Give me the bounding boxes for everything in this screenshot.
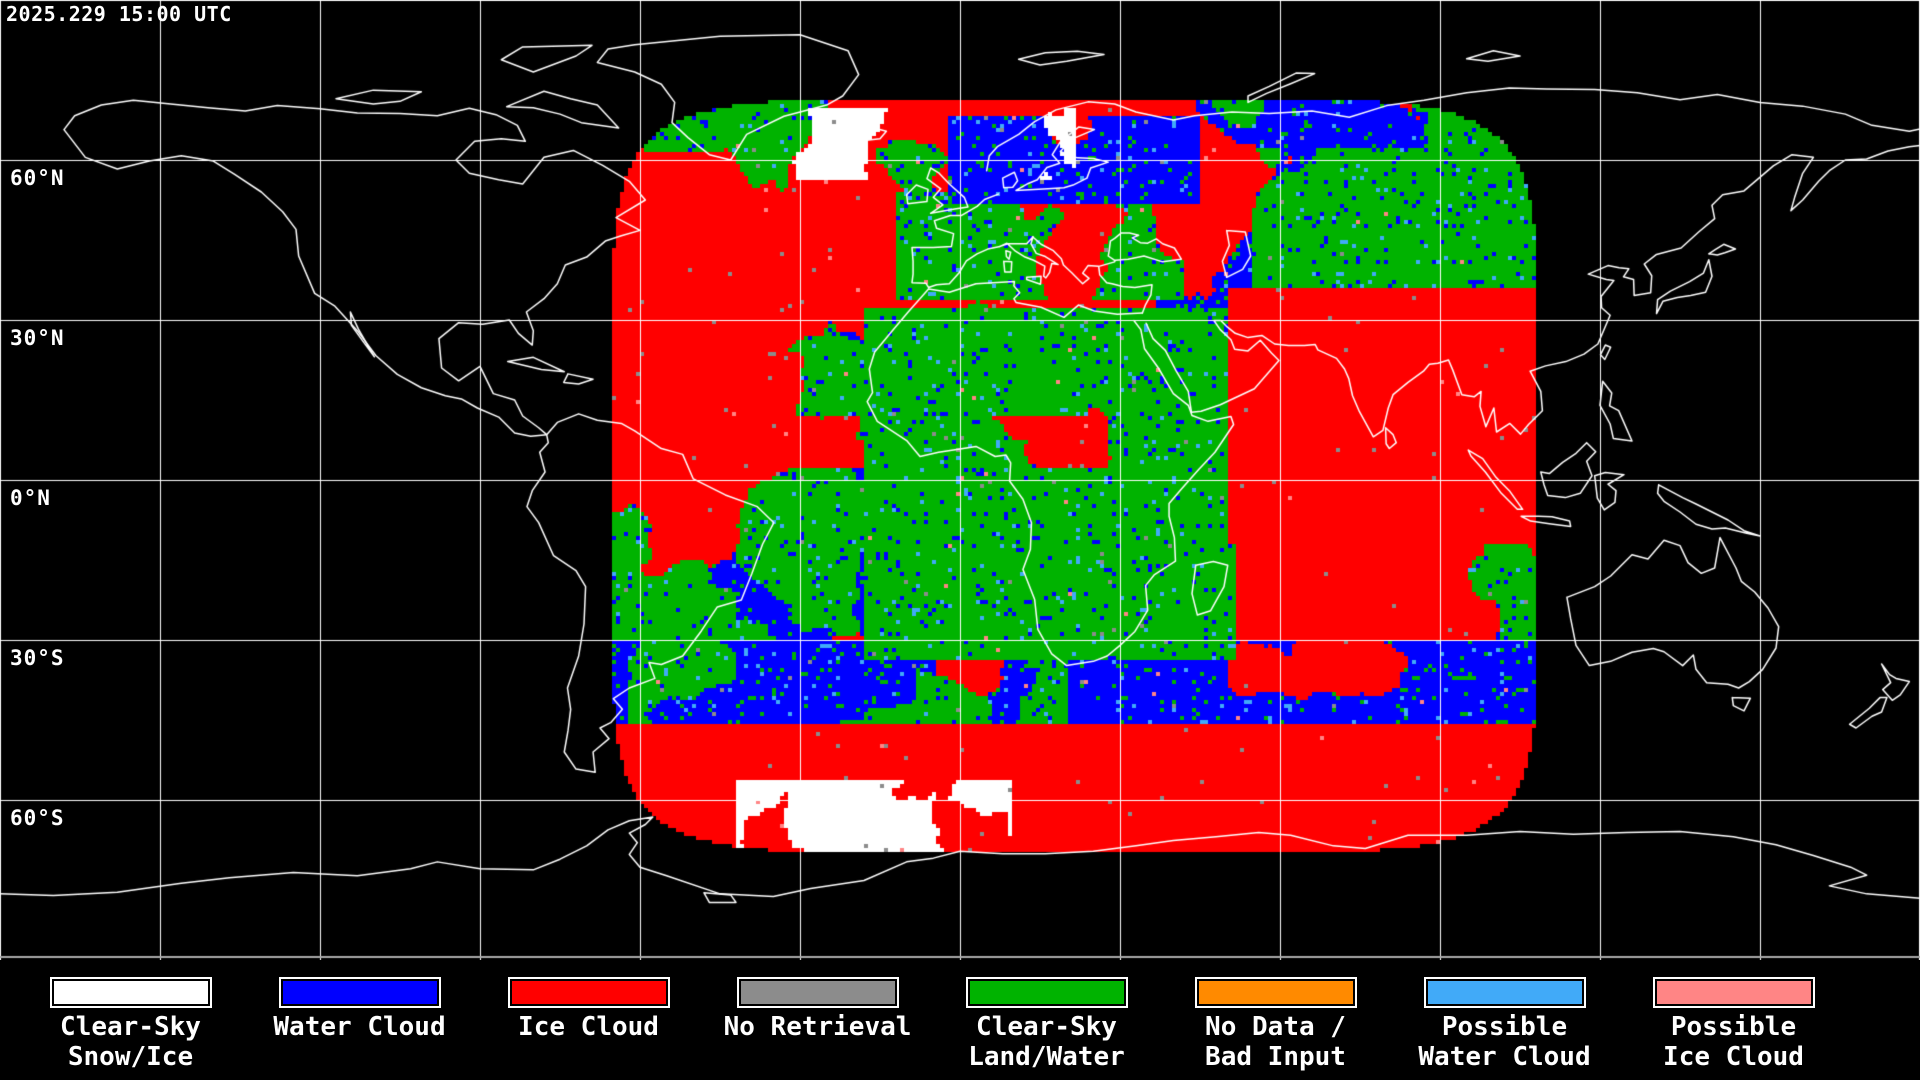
legend-item-water-cloud: Water Cloud	[245, 977, 474, 1080]
legend-item-no-retrieval: No Retrieval	[703, 977, 932, 1080]
legend-label-line: Water Cloud	[273, 1012, 446, 1042]
legend-swatch-fill	[969, 981, 1124, 1004]
legend-label-line: Land/Water	[968, 1042, 1125, 1072]
legend-label-ice-cloud: Ice Cloud	[518, 1012, 659, 1042]
legend-label-line: Possible	[1441, 1012, 1568, 1042]
legend-item-ice-cloud: Ice Cloud	[474, 977, 703, 1080]
legend-item-clear-sky-land-water: Clear-Sky Land/Water	[932, 977, 1161, 1080]
legend-label-line: Clear-Sky	[60, 1012, 201, 1042]
latitude-label: 30°N	[10, 326, 65, 350]
legend-label-line: Ice Cloud	[1663, 1042, 1804, 1072]
legend-label-line: Clear-Sky	[976, 1012, 1117, 1042]
legend-label-no-data-bad-input: No Data / Bad Input	[1205, 1012, 1346, 1072]
legend-item-possible-ice-cloud: Possible Ice Cloud	[1619, 977, 1848, 1080]
legend-label-clear-sky-snow-ice: Clear-Sky Snow/Ice	[60, 1012, 201, 1072]
latitude-label: 60°N	[10, 166, 65, 190]
legend-label-line: Bad Input	[1205, 1042, 1346, 1072]
legend-item-clear-sky-snow-ice: Clear-Sky Snow/Ice	[16, 977, 245, 1080]
legend-label-line: Ice Cloud	[518, 1012, 659, 1042]
latitude-label: 0°N	[10, 486, 51, 510]
legend-swatch-possible-water-cloud	[1423, 977, 1586, 1008]
legend-label-no-retrieval: No Retrieval	[724, 1012, 912, 1042]
legend-label-line: Snow/Ice	[67, 1042, 194, 1072]
legend-label-clear-sky-land-water: Clear-Sky Land/Water	[968, 1012, 1125, 1072]
legend-swatch-no-retrieval	[736, 977, 899, 1008]
legend-swatch-clear-sky-snow-ice	[49, 977, 212, 1008]
legend-label-possible-water-cloud: Possible Water Cloud	[1418, 1012, 1590, 1072]
legend-label-line: Water Cloud	[1418, 1042, 1591, 1072]
legend-label-line: Possible	[1670, 1012, 1797, 1042]
legend-label-water-cloud: Water Cloud	[273, 1012, 445, 1042]
legend-swatch-fill	[1198, 981, 1353, 1004]
world-map-canvas	[0, 0, 1920, 960]
timestamp-label: 2025.229 15:00 UTC	[6, 2, 232, 26]
legend-swatch-water-cloud	[278, 977, 441, 1008]
legend-swatch-fill	[740, 981, 895, 1004]
legend-label-possible-ice-cloud: Possible Ice Cloud	[1663, 1012, 1804, 1072]
legend-swatch-fill	[1656, 981, 1811, 1004]
legend-swatch-fill	[282, 981, 437, 1004]
legend-swatch-fill	[53, 981, 208, 1004]
legend-label-line: No Data /	[1205, 1012, 1346, 1042]
legend-swatch-no-data-bad-input	[1194, 977, 1357, 1008]
legend-swatch-fill	[511, 981, 666, 1004]
legend-item-possible-water-cloud: Possible Water Cloud	[1390, 977, 1619, 1080]
legend-item-no-data-bad-input: No Data / Bad Input	[1161, 977, 1390, 1080]
latitude-label: 30°S	[10, 646, 65, 670]
legend-swatch-ice-cloud	[507, 977, 670, 1008]
legend-swatch-possible-ice-cloud	[1652, 977, 1815, 1008]
legend-swatch-clear-sky-land-water	[965, 977, 1128, 1008]
legend-swatch-fill	[1427, 981, 1582, 1004]
latitude-label: 60°S	[10, 806, 65, 830]
legend-label-line: No Retrieval	[723, 1012, 912, 1042]
legend: Clear-Sky Snow/Ice Water Cloud Ice Cloud No …	[0, 960, 1920, 1080]
